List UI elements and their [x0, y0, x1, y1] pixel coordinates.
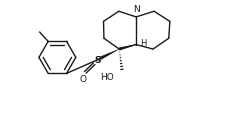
- Polygon shape: [119, 44, 136, 51]
- Text: H: H: [140, 39, 146, 48]
- Text: HO: HO: [100, 73, 114, 82]
- Text: S: S: [94, 56, 100, 65]
- Text: O: O: [79, 75, 86, 84]
- Polygon shape: [99, 49, 119, 60]
- Text: N: N: [133, 5, 140, 14]
